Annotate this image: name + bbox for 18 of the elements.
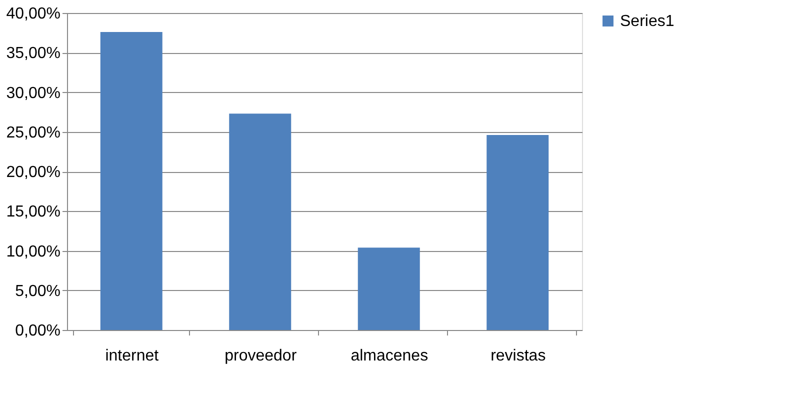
y-tick-label: 25,00%	[6, 124, 60, 142]
x-tick-label: almacenes	[350, 348, 428, 364]
bar	[229, 114, 292, 330]
y-tick-label: 40,00%	[6, 6, 60, 22]
y-tick-label: 10,00%	[6, 243, 60, 260]
x-tick-label: internet	[105, 348, 160, 364]
y-tick-label: 0,00%	[15, 322, 60, 340]
y-tick-label: 20,00%	[6, 164, 60, 181]
x-tick-label: proveedor	[224, 348, 298, 364]
bar	[358, 248, 420, 330]
y-tick-label: 15,00%	[6, 204, 60, 221]
y-tick-label: 5,00%	[15, 282, 60, 300]
x-tick-label: revistas	[490, 348, 546, 364]
y-tick-label: 35,00%	[6, 45, 60, 62]
bar	[486, 135, 549, 330]
legend-label: Series1	[620, 13, 674, 30]
y-tick-label: 30,00%	[6, 84, 60, 102]
bar	[100, 32, 162, 330]
